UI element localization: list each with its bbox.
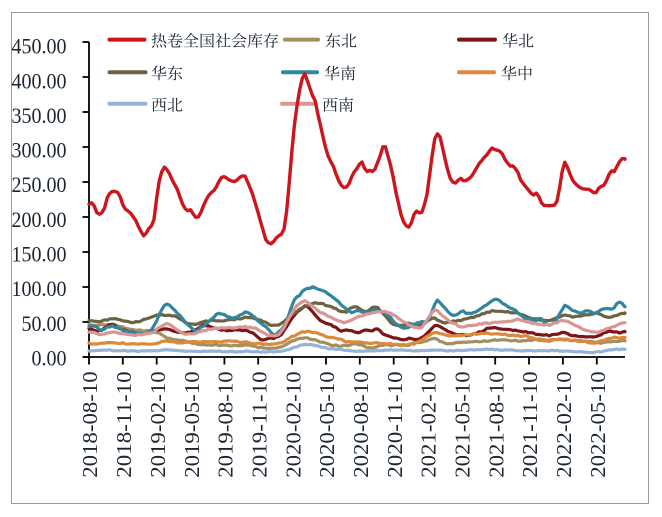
- svg-text:2022-05-10: 2022-05-10: [586, 371, 610, 478]
- svg-text:300.00: 300.00: [12, 138, 67, 163]
- svg-text:2020-08-10: 2020-08-10: [349, 371, 373, 478]
- svg-text:2019-11-10: 2019-11-10: [247, 371, 271, 478]
- svg-text:50.00: 50.00: [22, 311, 67, 336]
- svg-text:2019-02-10: 2019-02-10: [146, 371, 170, 478]
- svg-text:2021-08-10: 2021-08-10: [484, 371, 508, 478]
- svg-text:2018-08-10: 2018-08-10: [78, 371, 102, 478]
- svg-text:450.00: 450.00: [12, 34, 67, 59]
- svg-text:2020-02-10: 2020-02-10: [281, 371, 305, 478]
- svg-text:250.00: 250.00: [12, 172, 67, 197]
- svg-text:2021-05-10: 2021-05-10: [451, 371, 475, 478]
- svg-text:200.00: 200.00: [12, 207, 67, 232]
- svg-text:2021-11-10: 2021-11-10: [518, 371, 542, 478]
- svg-text:2022-02-10: 2022-02-10: [552, 371, 576, 478]
- svg-text:400.00: 400.00: [12, 68, 67, 93]
- svg-text:150.00: 150.00: [12, 242, 67, 267]
- svg-text:2018-11-10: 2018-11-10: [112, 371, 136, 478]
- svg-text:2021-02-10: 2021-02-10: [417, 371, 441, 478]
- svg-text:2019-05-10: 2019-05-10: [180, 371, 204, 478]
- svg-text:350.00: 350.00: [12, 103, 67, 128]
- svg-text:2020-11-10: 2020-11-10: [383, 371, 407, 478]
- svg-text:100.00: 100.00: [12, 276, 67, 301]
- svg-text:2019-08-10: 2019-08-10: [214, 371, 238, 478]
- svg-text:2020-05-10: 2020-05-10: [315, 371, 339, 478]
- svg-text:0.00: 0.00: [32, 346, 67, 371]
